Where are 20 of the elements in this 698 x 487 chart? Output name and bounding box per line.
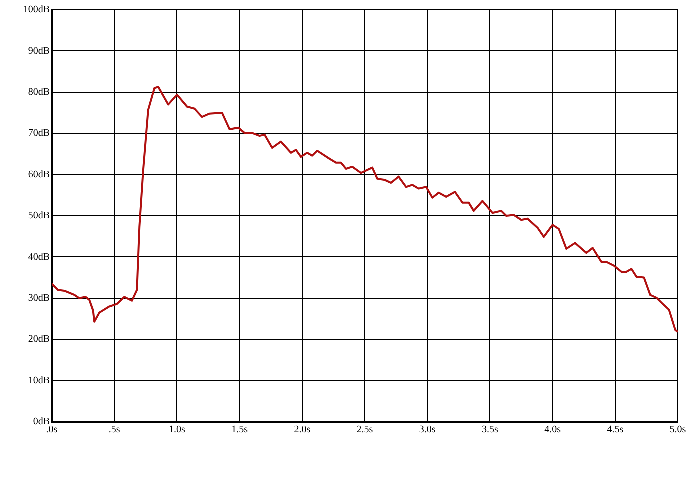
x-tick-label: 5.0s: [670, 424, 686, 436]
y-tick-label: 100dB: [23, 4, 50, 16]
y-tick-label: 10dB: [28, 375, 50, 386]
x-tick-label: 2.0s: [294, 424, 311, 436]
x-tick-label: 3.5s: [482, 424, 498, 436]
x-tick-label: 3.0s: [419, 424, 436, 436]
y-tick-label: 80dB: [28, 87, 50, 98]
y-tick-label: 30dB: [28, 293, 50, 304]
x-tick-label: 2.5s: [356, 424, 374, 436]
y-tick-label: 20dB: [28, 334, 50, 346]
x-tick-label: 4.0s: [544, 424, 562, 436]
y-tick-label: 90dB: [28, 46, 50, 57]
x-tick-label: 1.0s: [168, 424, 186, 436]
x-tick-label: .5s: [108, 424, 120, 436]
y-tick-label: 50dB: [28, 210, 50, 222]
y-tick-label: 60dB: [28, 169, 50, 180]
x-tick-label: 1.5s: [232, 424, 248, 436]
y-tick-label: 70dB: [28, 128, 50, 140]
x-tick-label: 4.5s: [607, 424, 624, 436]
y-tick-label: 40dB: [28, 252, 50, 263]
